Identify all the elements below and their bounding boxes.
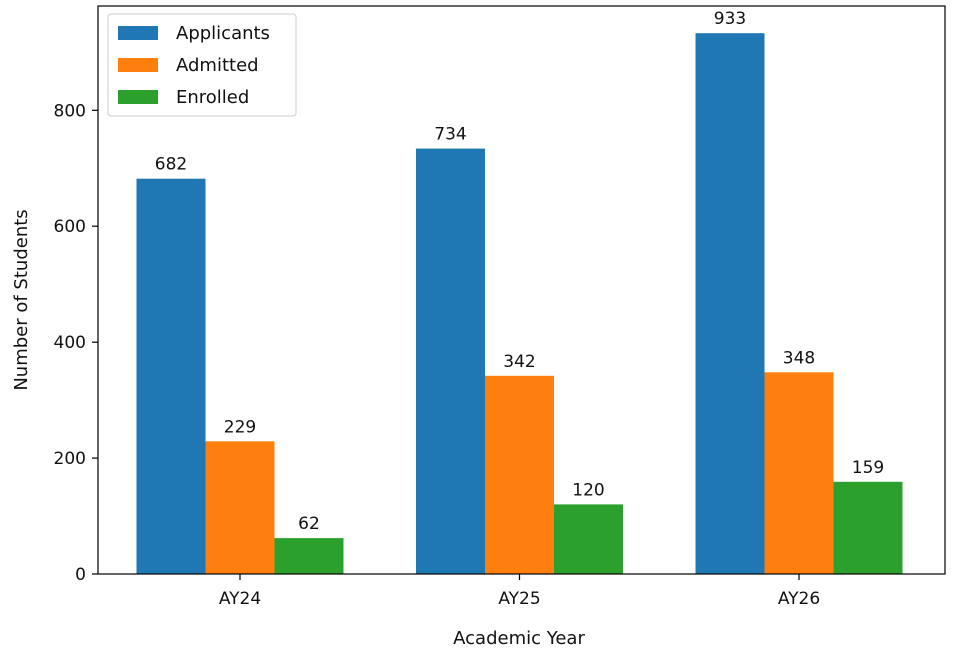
data-label: 120 — [572, 480, 604, 500]
bar-admitted-ay25 — [485, 375, 554, 574]
bar-applicants-ay24 — [136, 178, 206, 574]
data-label: 342 — [503, 352, 535, 372]
data-label: 159 — [852, 458, 884, 478]
bar-enrolled-ay25 — [554, 504, 623, 574]
legend-label-enrolled: Enrolled — [176, 87, 249, 108]
bar-enrolled-ay26 — [833, 481, 903, 574]
y-axis-title: Number of Students — [11, 209, 32, 390]
data-labels-layer: 682 734 933 229 342 348 62 120 159 — [155, 9, 884, 534]
y-tick-label: 400 — [54, 333, 86, 353]
legend-swatch-applicants — [118, 26, 158, 40]
data-label: 682 — [155, 155, 187, 175]
y-tick-label: 0 — [75, 565, 86, 585]
bars-layer — [136, 33, 903, 574]
x-axis-title: Academic Year — [453, 628, 585, 649]
y-tick-label: 600 — [54, 217, 86, 237]
x-tick-label: AY25 — [498, 589, 540, 609]
legend-label-admitted: Admitted — [176, 55, 259, 76]
data-label: 62 — [298, 514, 320, 534]
data-label: 229 — [224, 417, 256, 437]
data-label: 348 — [783, 348, 815, 368]
x-tick-label: AY26 — [778, 589, 820, 609]
data-label: 734 — [434, 125, 466, 145]
y-tick-label: 200 — [54, 449, 86, 469]
legend-label-applicants: Applicants — [176, 23, 270, 44]
legend-swatch-enrolled — [118, 90, 158, 104]
bar-enrolled-ay24 — [274, 538, 344, 574]
bar-applicants-ay25 — [416, 148, 485, 574]
bar-admitted-ay24 — [205, 441, 275, 574]
x-tick-label: AY24 — [219, 589, 261, 609]
axes-layer: 0 200 400 600 800 AY24 AY25 AY26 — [54, 5, 946, 609]
legend: Applicants Admitted Enrolled — [107, 13, 297, 117]
bar-applicants-ay26 — [695, 33, 765, 574]
y-tick-label: 800 — [54, 101, 86, 121]
axes-frame — [97, 5, 946, 575]
legend-swatch-admitted — [118, 58, 158, 72]
data-label: 933 — [714, 9, 746, 29]
bar-admitted-ay26 — [764, 372, 834, 574]
